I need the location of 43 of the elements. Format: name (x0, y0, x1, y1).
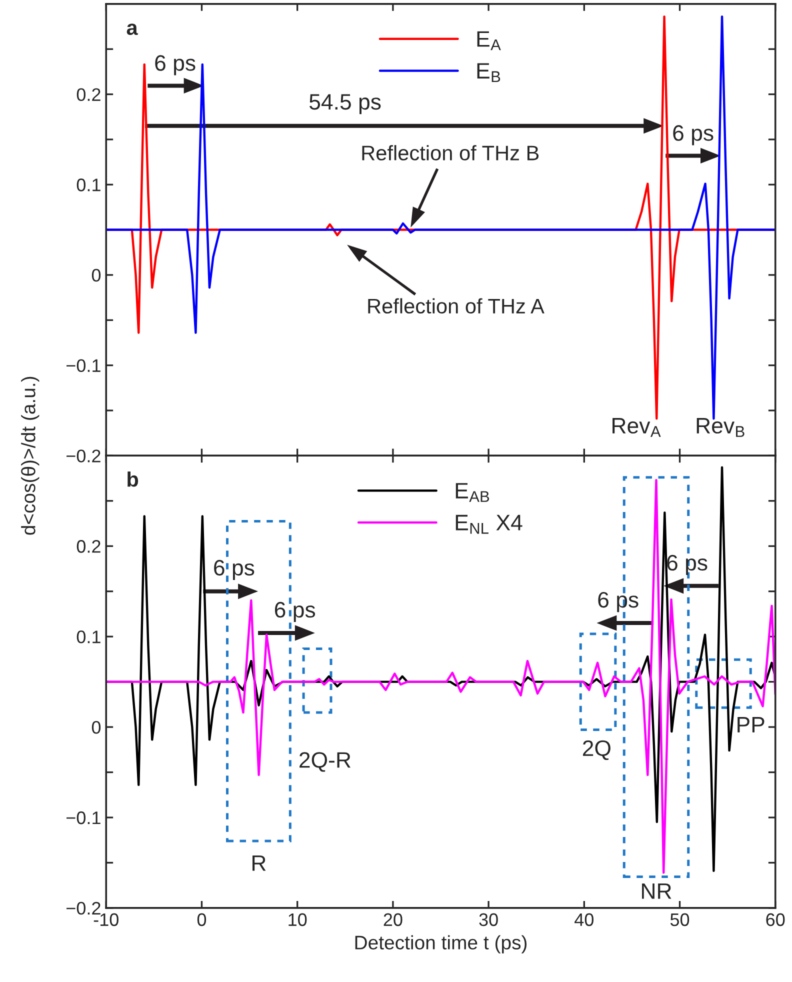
x-tick-label: 60 (766, 913, 785, 926)
annotation: 6 ps (667, 554, 708, 576)
annotation: Rev$_{B}$ (696, 418, 744, 437)
x-tick-label: -10 (94, 913, 118, 926)
x-tick-label: 20 (384, 913, 402, 926)
y-tick-label: −0.2 (66, 902, 100, 915)
x-axis-title: Detection time t (ps) (355, 935, 527, 954)
x-tick-label: 50 (670, 913, 690, 926)
annotation: PP (738, 717, 764, 732)
annotation: 6 ps (155, 55, 196, 76)
y-axis-title: d<cos(θ)>/dt (a.u.) (21, 376, 40, 535)
annotation: a (126, 24, 138, 36)
legend-label: E$_{A}$ (477, 31, 501, 50)
annotation: 2Q (582, 740, 610, 760)
x-tick-label: 30 (479, 913, 498, 926)
y-tick-label: 0 (92, 268, 101, 282)
legend-label: E$_{B}$ (477, 63, 500, 82)
annotation: R (252, 855, 266, 871)
x-tick-label: 10 (288, 913, 307, 926)
annotation: 2Q-R (300, 752, 350, 772)
x-tick-label: 0 (197, 913, 206, 926)
annotation: b (128, 471, 138, 487)
legend-label: E$_{AB}$ (456, 483, 490, 502)
annotation: 6 ps (274, 602, 316, 622)
y-tick-label: −0.2 (66, 450, 100, 462)
y-tick-label: 0.2 (76, 88, 100, 101)
y-tick-label: 0 (92, 720, 101, 734)
line-series (106, 15, 776, 420)
annotation: 54.5 ps (309, 94, 381, 114)
x-tick-label: 40 (574, 913, 594, 926)
legend-label: E$_{NL}$ X4 (456, 514, 522, 534)
annotation: 6 ps (214, 560, 254, 580)
annotation: Rev$_{A}$ (612, 418, 661, 437)
annotation: Reflection of THz B (362, 145, 539, 160)
annotation: 6 ps (673, 125, 714, 146)
annotation: NR (642, 883, 672, 899)
y-tick-label: 0.1 (76, 178, 100, 192)
annotation: 6 ps (598, 592, 638, 612)
y-tick-label: −0.1 (66, 359, 100, 372)
annotation: Reflection of THz A (368, 298, 544, 314)
y-tick-label: −0.1 (66, 811, 100, 824)
y-tick-label: 0.2 (76, 540, 100, 553)
y-tick-label: 0.1 (76, 630, 100, 644)
